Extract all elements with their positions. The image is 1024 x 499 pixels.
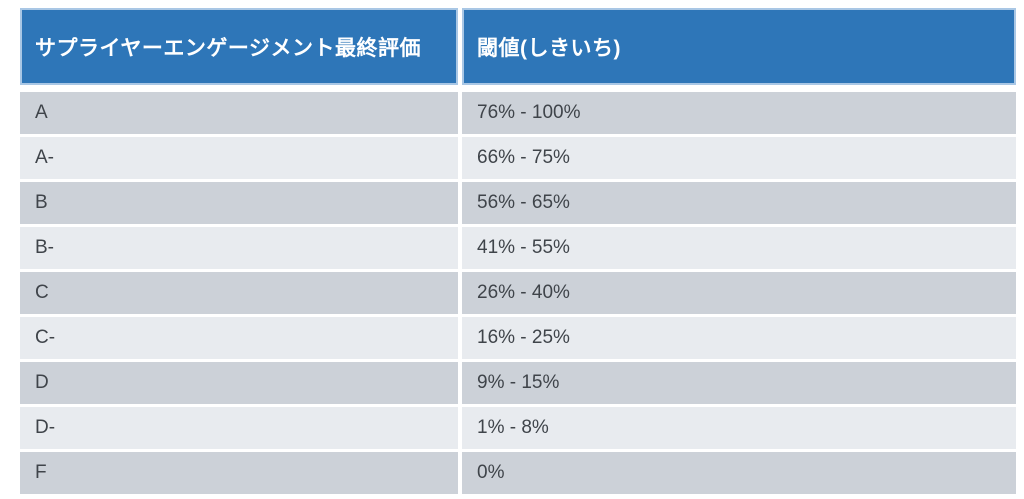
rating-cell: A — [20, 92, 458, 134]
table-row: B- 41% - 55% — [20, 227, 1016, 269]
table-row: C- 16% - 25% — [20, 317, 1016, 359]
rating-cell: A- — [20, 137, 458, 179]
threshold-cell: 76% - 100% — [462, 92, 1016, 134]
table-header-row: サプライヤーエンゲージメント最終評価 閾値(しきいち) — [20, 8, 1016, 85]
threshold-cell: 0% — [462, 452, 1016, 494]
rating-cell: C- — [20, 317, 458, 359]
header-cell-rating: サプライヤーエンゲージメント最終評価 — [20, 8, 458, 85]
rating-cell: D — [20, 362, 458, 404]
table-row: F 0% — [20, 452, 1016, 494]
rating-threshold-table: サプライヤーエンゲージメント最終評価 閾値(しきいち) A 76% - 100%… — [20, 8, 1016, 497]
rating-cell: B- — [20, 227, 458, 269]
table-row: D- 1% - 8% — [20, 407, 1016, 449]
threshold-cell: 66% - 75% — [462, 137, 1016, 179]
rating-cell: F — [20, 452, 458, 494]
table-body: A 76% - 100% A- 66% - 75% B 56% - 65% B-… — [20, 92, 1016, 494]
table-row: C 26% - 40% — [20, 272, 1016, 314]
table-row: D 9% - 15% — [20, 362, 1016, 404]
rating-cell: B — [20, 182, 458, 224]
table-row: A 76% - 100% — [20, 92, 1016, 134]
rating-cell: C — [20, 272, 458, 314]
threshold-cell: 56% - 65% — [462, 182, 1016, 224]
threshold-cell: 1% - 8% — [462, 407, 1016, 449]
threshold-cell: 16% - 25% — [462, 317, 1016, 359]
table-row: A- 66% - 75% — [20, 137, 1016, 179]
threshold-cell: 41% - 55% — [462, 227, 1016, 269]
threshold-cell: 26% - 40% — [462, 272, 1016, 314]
table-row: B 56% - 65% — [20, 182, 1016, 224]
threshold-cell: 9% - 15% — [462, 362, 1016, 404]
header-cell-threshold: 閾値(しきいち) — [462, 8, 1016, 85]
rating-cell: D- — [20, 407, 458, 449]
